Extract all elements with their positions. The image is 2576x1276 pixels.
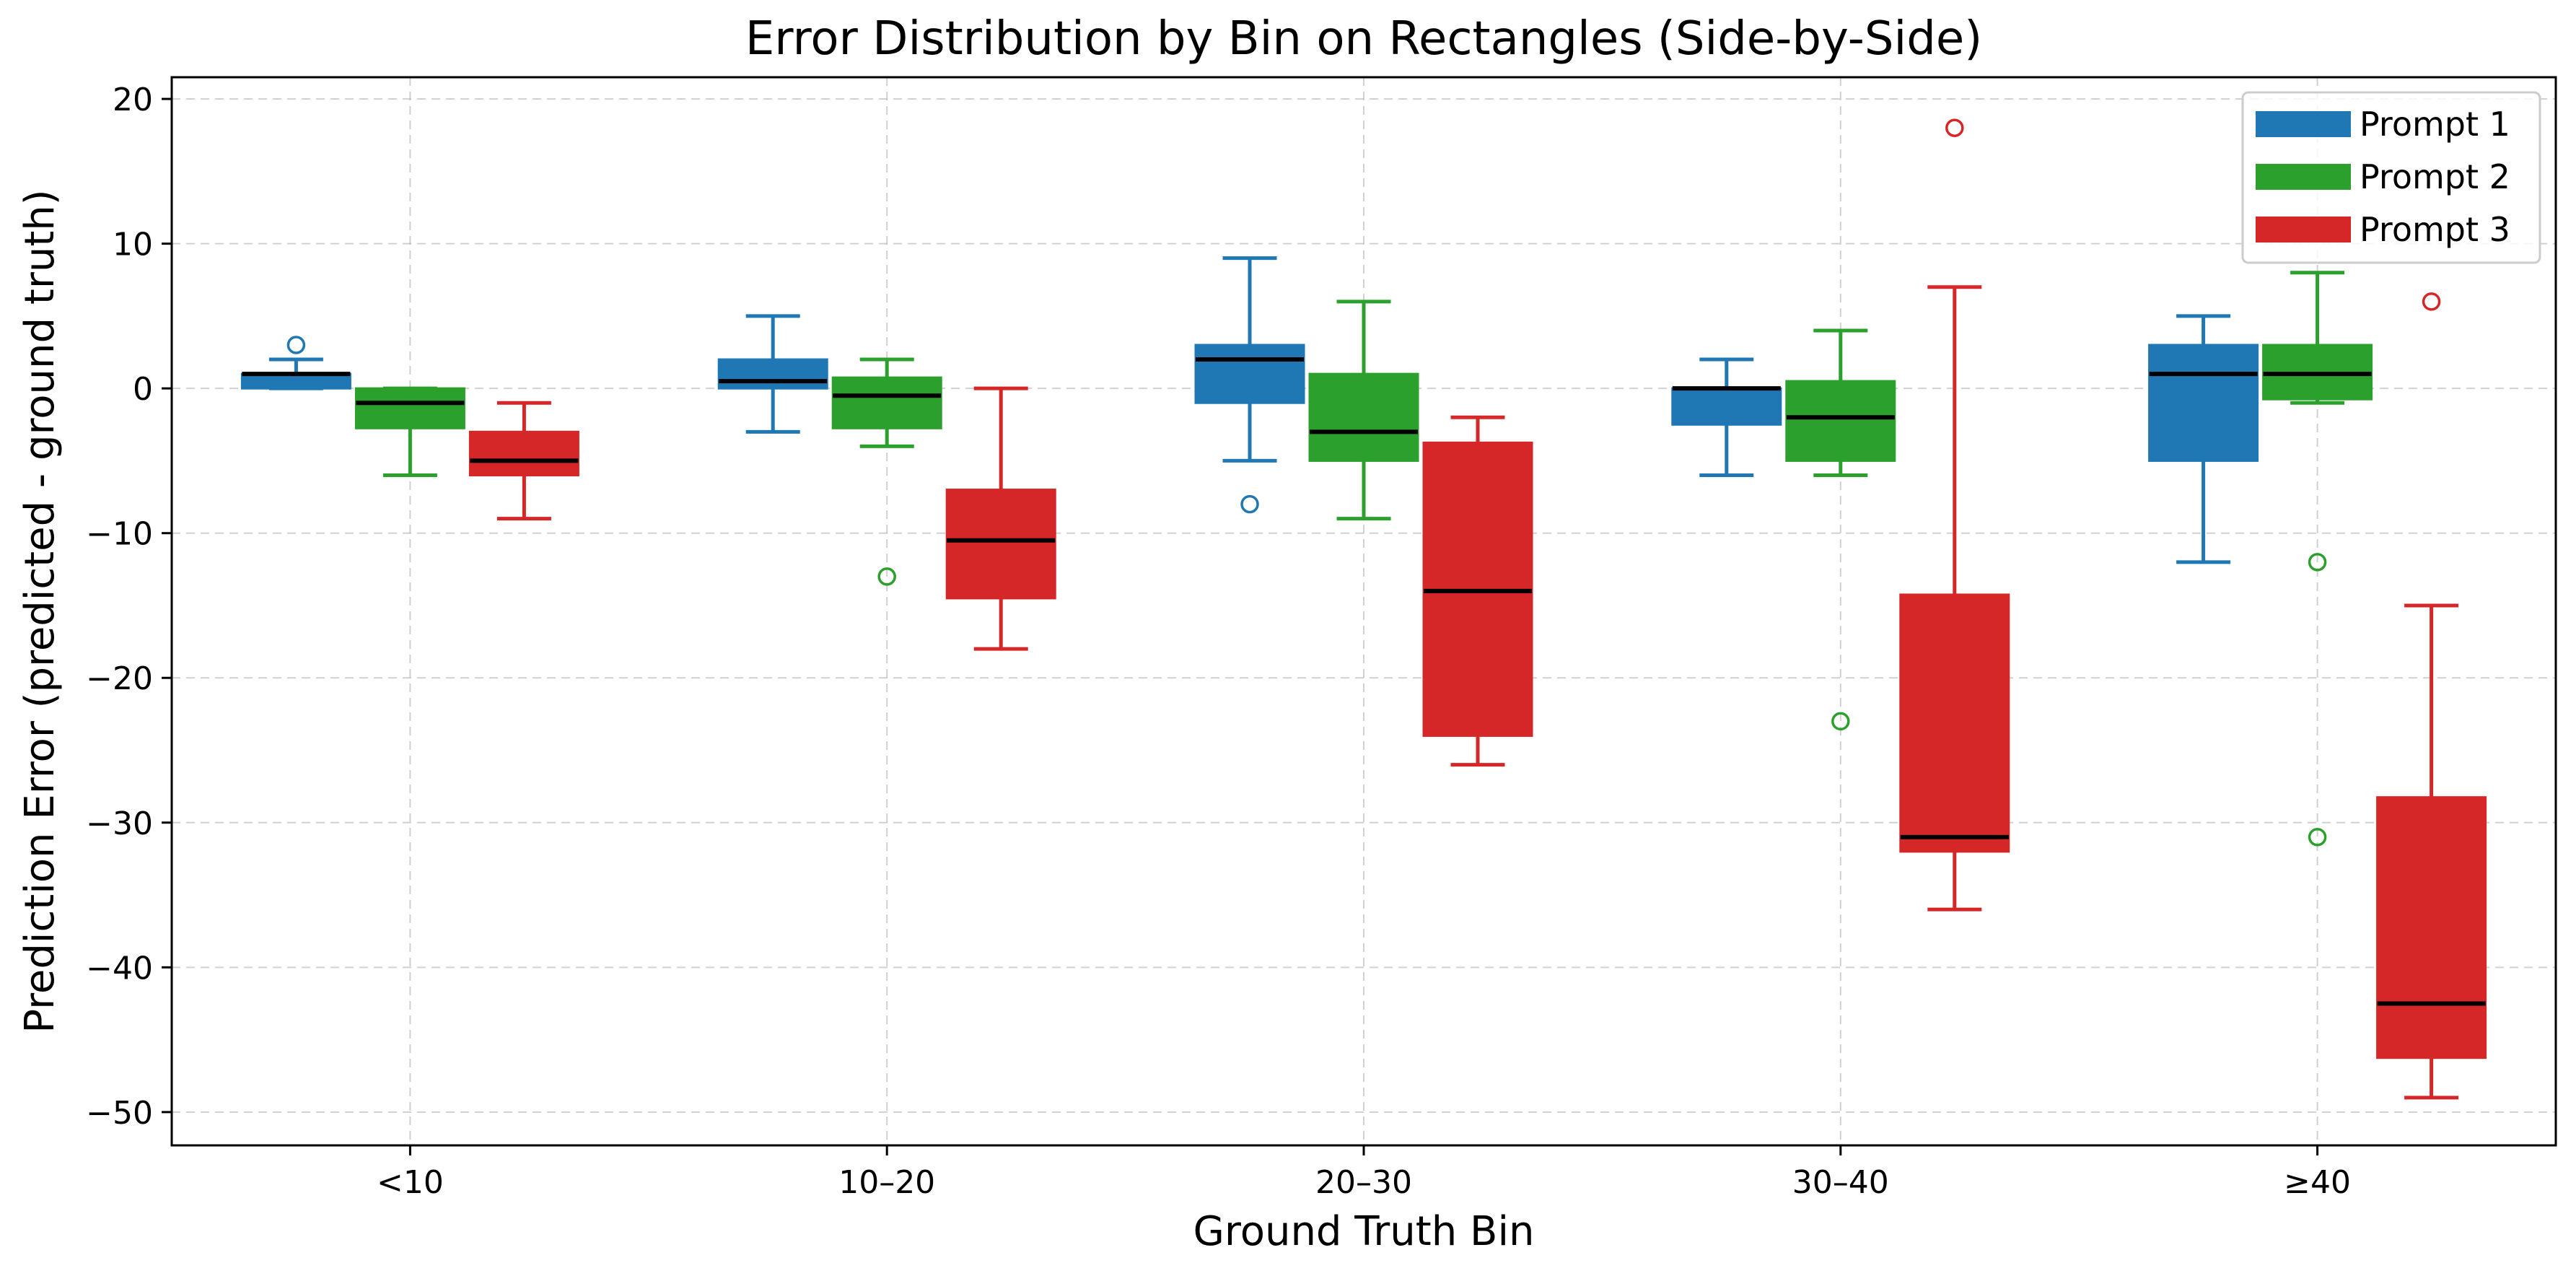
chart-title: Error Distribution by Bin on Rectangles … xyxy=(745,12,1982,66)
outlier-point xyxy=(1831,712,1850,731)
y-tick-label: 10 xyxy=(113,227,153,263)
y-tick-label: −10 xyxy=(86,516,153,553)
box-group xyxy=(1422,415,1533,767)
box-iqr xyxy=(1194,344,1305,404)
box-iqr xyxy=(240,372,351,390)
legend-label: Prompt 1 xyxy=(2360,105,2510,144)
box-group xyxy=(2148,314,2259,564)
y-tick-label: −50 xyxy=(86,1095,153,1132)
y-tick-label: −30 xyxy=(86,805,153,842)
outlier-point xyxy=(286,336,306,354)
box-group xyxy=(717,314,828,434)
box-group xyxy=(831,357,942,586)
x-tick-label: <10 xyxy=(377,1164,444,1201)
y-tick-label: 0 xyxy=(133,371,153,408)
box-group xyxy=(1899,118,2010,912)
y-axis-label: Prediction Error (predicted - ground tru… xyxy=(17,189,63,1033)
legend: Prompt 1 Prompt 2 Prompt 3 xyxy=(2241,91,2541,264)
x-tick-label: 20–30 xyxy=(1315,1164,1412,1201)
plot-area xyxy=(240,118,2487,1100)
y-axis: 20 10 0 −10 −20 −30 −40 −50 xyxy=(86,82,172,1132)
y-tick-label: 20 xyxy=(113,82,153,118)
box-group xyxy=(1308,300,1419,521)
legend-label: Prompt 2 xyxy=(2360,157,2510,196)
box-group xyxy=(2262,271,2373,847)
box-iqr xyxy=(1899,593,2010,853)
outlier-point xyxy=(1945,118,1964,137)
box-iqr xyxy=(945,489,1056,600)
x-tick-label: 10–20 xyxy=(838,1164,935,1201)
box-iqr xyxy=(468,430,579,476)
box-group xyxy=(945,386,1056,651)
box-group xyxy=(2376,292,2487,1100)
box-group xyxy=(240,336,351,390)
x-axis-label: Ground Truth Bin xyxy=(1193,1208,1535,1255)
y-tick-label: −40 xyxy=(86,950,153,987)
y-tick-label: −20 xyxy=(86,660,153,697)
box-group xyxy=(1194,256,1305,514)
box-group xyxy=(354,386,465,477)
box-iqr xyxy=(1785,380,1896,462)
legend-label: Prompt 3 xyxy=(2360,210,2510,249)
x-tick-label: ≥40 xyxy=(2284,1164,2351,1201)
box-iqr xyxy=(2376,796,2487,1059)
box-group xyxy=(468,401,579,521)
legend-swatch xyxy=(2256,111,2351,137)
box-iqr xyxy=(354,387,465,429)
box-iqr xyxy=(1308,372,1419,462)
legend-swatch xyxy=(2256,164,2351,190)
x-tick-label: 30–40 xyxy=(1792,1164,1889,1201)
outlier-point xyxy=(2308,828,2327,847)
box-iqr xyxy=(2148,344,2259,462)
grid-lines xyxy=(172,77,2556,1145)
legend-swatch xyxy=(2256,217,2351,242)
box-group xyxy=(1671,357,1782,477)
outlier-point xyxy=(2308,553,2327,572)
x-axis: <10 10–20 20–30 30–40 ≥40 xyxy=(377,1145,2351,1201)
outlier-point xyxy=(877,567,896,586)
box-iqr xyxy=(831,376,942,429)
outlier-point xyxy=(1240,494,1259,514)
outlier-point xyxy=(2422,292,2441,311)
box-group xyxy=(1785,328,1896,731)
box-iqr xyxy=(1671,387,1782,426)
box-iqr xyxy=(717,358,828,390)
